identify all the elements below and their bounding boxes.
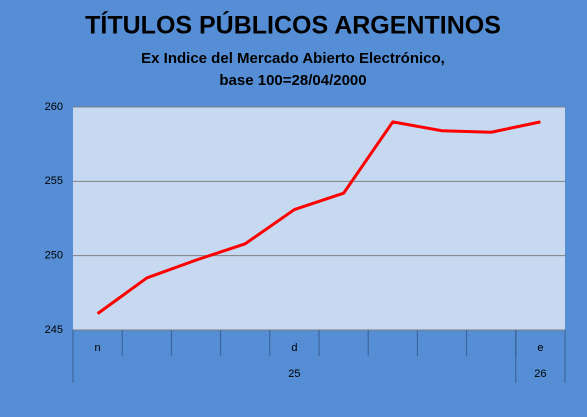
x-tick-label: n [95,342,101,354]
y-tick-label: 260 [45,101,63,113]
x-group-label: 25 [288,368,300,380]
chart-subtitle: base 100=28/04/2000 [219,72,366,89]
chart-title: TÍTULOS PÚBLICOS ARGENTINOS [85,10,501,40]
data-line [96,120,541,315]
plot-area [73,107,565,330]
x-tick-label: e [537,342,543,354]
y-tick-label: 255 [45,175,63,187]
y-tick-label: 245 [45,324,63,336]
y-tick-label: 250 [45,250,63,262]
chart-subtitle: Ex Indice del Mercado Abierto Electrónic… [141,50,445,67]
x-group-label: 26 [534,368,546,380]
x-tick-label: d [291,342,297,354]
